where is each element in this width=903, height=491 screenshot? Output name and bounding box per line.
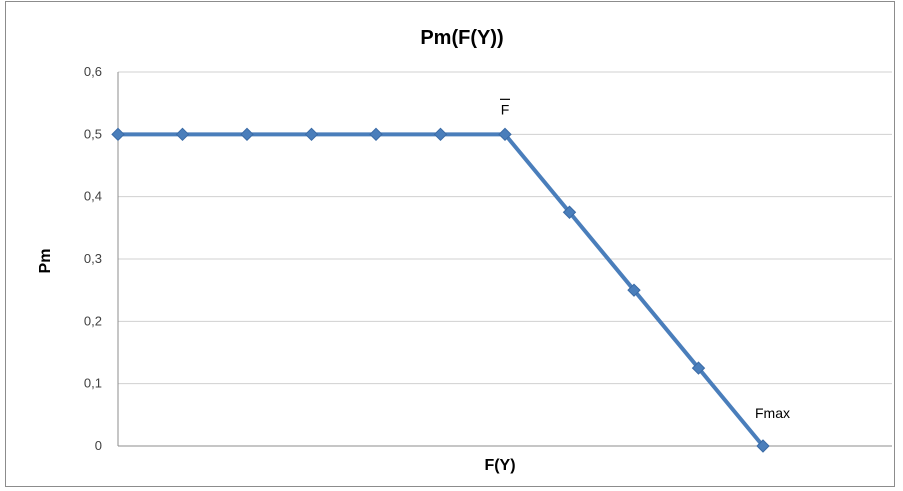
data-point [177,128,189,140]
y-tick-label: 0,2 [84,313,102,328]
annotations: F Fmax [500,99,790,421]
y-tick-label: 0,5 [84,126,102,141]
x-axis-title: F(Y) [484,457,515,474]
data-point [435,128,447,140]
data-point [241,128,253,140]
series-line [118,134,763,446]
y-tick-label: 0,4 [84,189,102,204]
chart-title: Pm(F(Y)) [420,27,503,49]
data-point [112,128,124,140]
series-group [112,128,769,452]
y-tick-label: 0 [95,438,102,453]
annotation-label: Fmax [755,405,790,421]
y-axis-title: Pm [37,249,54,274]
annotation-label: F [501,101,510,117]
y-tick-labels: 0 0,1 0,2 0,3 0,4 0,5 0,6 [84,64,102,453]
y-tick-label: 0,6 [84,64,102,79]
y-tick-label: 0,1 [84,376,102,391]
data-point [306,128,318,140]
data-point [370,128,382,140]
y-tick-label: 0,3 [84,251,102,266]
